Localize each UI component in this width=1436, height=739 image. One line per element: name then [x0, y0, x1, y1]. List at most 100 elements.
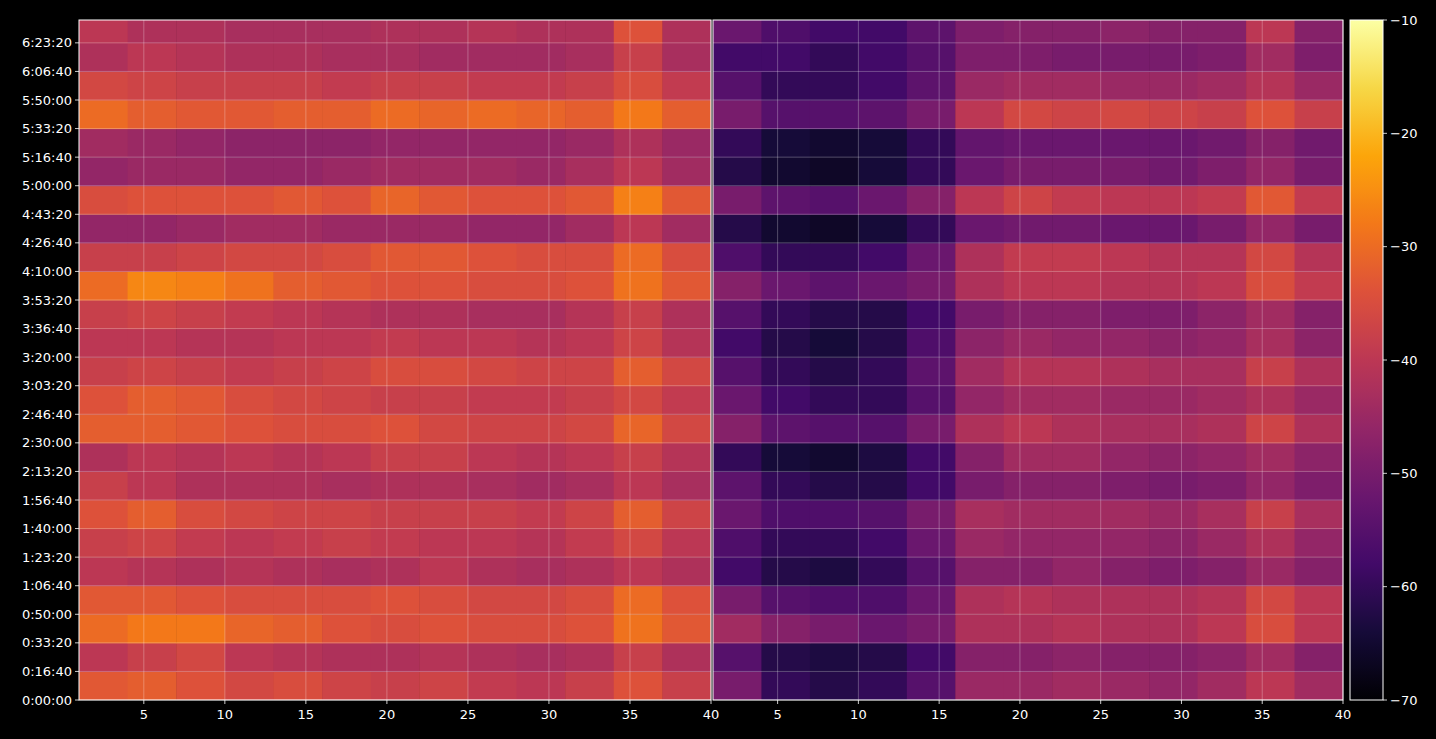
- cell: [810, 43, 859, 72]
- cell: [907, 414, 956, 443]
- cell: [225, 557, 274, 586]
- cell: [565, 271, 614, 300]
- cell: [1052, 529, 1101, 558]
- cell: [662, 329, 711, 358]
- cell: [1198, 71, 1247, 100]
- cell: [614, 414, 663, 443]
- cell: [1149, 357, 1198, 386]
- cell: [1052, 671, 1101, 700]
- cell: [371, 43, 420, 72]
- colorbar-tick: [1383, 20, 1387, 21]
- cell: [128, 43, 177, 72]
- cell: [1295, 529, 1343, 558]
- grid-line: [79, 528, 711, 529]
- cell: [614, 671, 663, 700]
- cell: [1246, 643, 1295, 672]
- cell: [1004, 43, 1053, 72]
- colorbar-tick-label: −30: [1390, 239, 1417, 254]
- cell: [1004, 500, 1053, 529]
- cell: [468, 100, 517, 129]
- cell: [128, 471, 177, 500]
- cell: [517, 20, 566, 43]
- grid-line: [777, 20, 778, 700]
- cell: [907, 614, 956, 643]
- cell: [225, 71, 274, 100]
- y-tick-label: 1:23:20: [22, 550, 72, 565]
- cell: [79, 71, 128, 100]
- cell: [858, 71, 907, 100]
- cell: [713, 671, 762, 700]
- cell: [1101, 214, 1150, 243]
- cell: [273, 614, 322, 643]
- colorbar-tick-label: −20: [1390, 126, 1417, 141]
- cell: [322, 157, 371, 186]
- cell: [565, 43, 614, 72]
- cell: [1052, 300, 1101, 329]
- x-tick-label: 35: [622, 707, 639, 722]
- cell: [273, 271, 322, 300]
- cell: [662, 386, 711, 415]
- cell: [1149, 157, 1198, 186]
- cell: [1198, 329, 1247, 358]
- cell: [322, 71, 371, 100]
- cell: [419, 357, 468, 386]
- cell: [614, 357, 663, 386]
- cell: [1295, 357, 1343, 386]
- cell: [565, 586, 614, 615]
- frame: [713, 20, 1343, 700]
- cell: [1052, 586, 1101, 615]
- cell: [1052, 500, 1101, 529]
- cell: [1246, 157, 1295, 186]
- cell: [419, 43, 468, 72]
- cell: [371, 357, 420, 386]
- cell: [810, 671, 859, 700]
- y-tick-label: 5:00:00: [22, 178, 72, 193]
- cell: [1198, 43, 1247, 72]
- cell: [955, 129, 1004, 158]
- cell: [1101, 557, 1150, 586]
- cell: [225, 243, 274, 272]
- cell: [1101, 100, 1150, 129]
- grid-line: [713, 528, 1343, 529]
- cell: [517, 586, 566, 615]
- cell: [1246, 129, 1295, 158]
- cell: [273, 186, 322, 215]
- cell: [810, 20, 859, 43]
- cell: [419, 271, 468, 300]
- cell: [371, 614, 420, 643]
- cell: [273, 643, 322, 672]
- cell: [955, 243, 1004, 272]
- cell: [371, 300, 420, 329]
- tick: [75, 500, 79, 501]
- cell: [225, 500, 274, 529]
- cell: [1295, 157, 1343, 186]
- cell: [79, 443, 128, 472]
- cell: [1004, 471, 1053, 500]
- cell: [517, 357, 566, 386]
- cell: [713, 500, 762, 529]
- cell: [1149, 586, 1198, 615]
- cell: [858, 100, 907, 129]
- cell: [128, 100, 177, 129]
- grid-line: [79, 642, 711, 643]
- cell: [1052, 129, 1101, 158]
- cell: [565, 357, 614, 386]
- cell: [1198, 643, 1247, 672]
- grid-line: [386, 20, 387, 700]
- cell: [1198, 243, 1247, 272]
- grid-line: [1181, 20, 1182, 700]
- cell: [128, 71, 177, 100]
- cell: [225, 20, 274, 43]
- cell: [79, 357, 128, 386]
- cell: [176, 471, 225, 500]
- grid-line: [79, 442, 711, 443]
- tick: [305, 700, 306, 704]
- grid-line: [713, 100, 1343, 101]
- cell: [517, 614, 566, 643]
- cell: [955, 357, 1004, 386]
- cell: [517, 643, 566, 672]
- cell: [713, 329, 762, 358]
- cell: [273, 386, 322, 415]
- cell: [1101, 414, 1150, 443]
- cell: [468, 357, 517, 386]
